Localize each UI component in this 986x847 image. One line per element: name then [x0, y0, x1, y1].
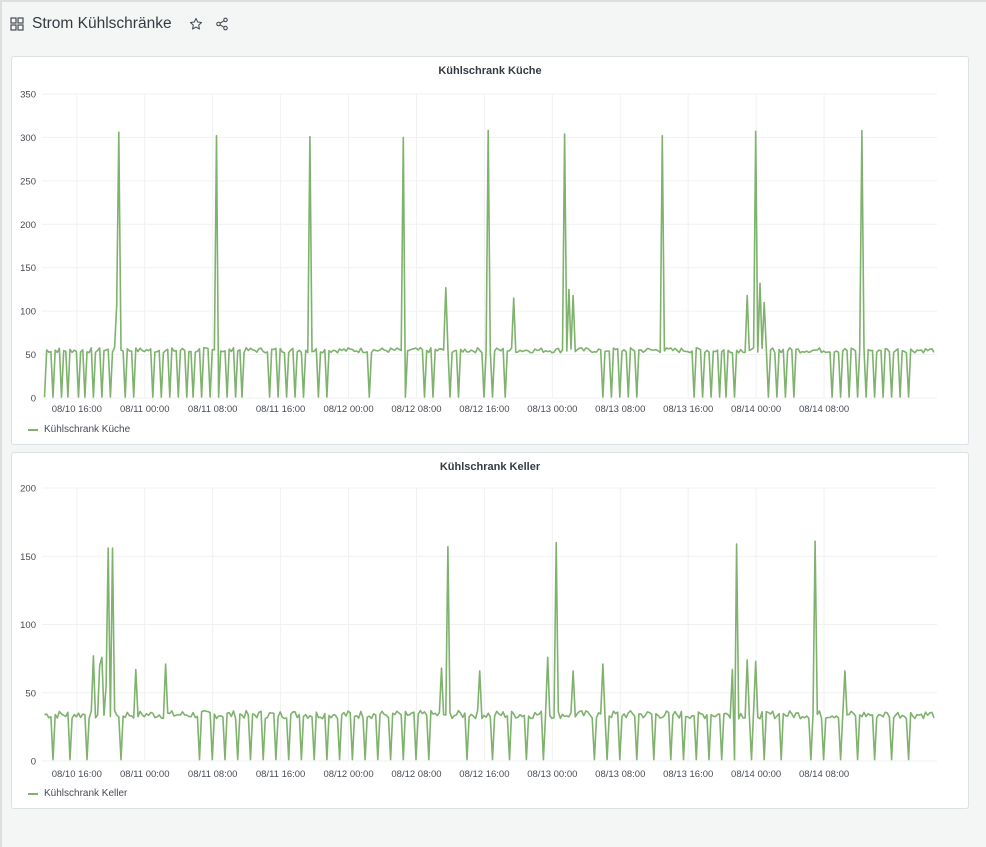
- x-tick-label: 08/14 08:00: [799, 404, 849, 415]
- x-tick-label: 08/12 08:00: [391, 404, 441, 415]
- x-tick-label: 08/13 08:00: [595, 769, 645, 780]
- y-tick-label: 100: [20, 307, 36, 318]
- x-tick-label: 08/12 16:00: [459, 404, 509, 415]
- legend-swatch[interactable]: [28, 792, 38, 795]
- x-tick-label: 08/12 16:00: [459, 769, 509, 780]
- x-tick-label: 08/12 00:00: [323, 769, 373, 780]
- legend: Kühlschrank Keller: [28, 788, 127, 799]
- star-icon[interactable]: [188, 16, 204, 32]
- legend-label[interactable]: Kühlschrank Keller: [44, 788, 128, 799]
- y-tick-label: 200: [20, 220, 36, 231]
- x-tick-label: 08/11 16:00: [256, 404, 305, 415]
- y-tick-label: 100: [20, 620, 36, 631]
- x-tick-label: 08/13 00:00: [527, 404, 577, 415]
- x-tick-label: 08/11 00:00: [120, 404, 169, 415]
- y-tick-label: 300: [20, 133, 36, 144]
- x-tick-label: 08/13 16:00: [663, 404, 713, 415]
- y-tick-label: 0: [31, 757, 36, 768]
- share-icon[interactable]: [214, 16, 230, 32]
- x-tick-label: 08/13 00:00: [527, 769, 577, 780]
- series-line: [43, 129, 935, 398]
- x-tick-label: 08/12 00:00: [323, 404, 373, 415]
- legend-swatch[interactable]: [28, 428, 38, 431]
- dashboard-title[interactable]: Strom Kühlschränke: [32, 15, 172, 32]
- dashboard-grid-icon[interactable]: [10, 17, 24, 31]
- y-tick-label: 50: [25, 688, 36, 699]
- y-tick-label: 200: [20, 484, 36, 495]
- panel-title[interactable]: Kühlschrank Küche: [438, 65, 542, 77]
- legend-label[interactable]: Kühlschrank Küche: [44, 424, 131, 435]
- legend: Kühlschrank Küche: [28, 424, 130, 435]
- x-tick-label: 08/10 16:00: [52, 404, 102, 415]
- panel-kuehlschrank-kueche: Kühlschrank Küche 0 50 100 150 200 250 300 350 0…: [11, 56, 969, 445]
- x-tick-label: 08/12 08:00: [391, 769, 441, 780]
- x-tick-label: 08/13 08:00: [595, 404, 645, 415]
- x-tick-label: 08/14 08:00: [799, 769, 849, 780]
- x-tick-label: 08/11 00:00: [120, 769, 169, 780]
- left-border: [0, 0, 2, 847]
- x-tick-label: 08/13 16:00: [663, 769, 713, 780]
- y-tick-label: 150: [20, 552, 36, 563]
- panel-title[interactable]: Kühlschrank Keller: [439, 461, 541, 473]
- panel-kuehlschrank-keller: Kühlschrank Keller 0 50 100 150 200 08/10 16:…: [11, 452, 969, 809]
- x-tick-label: 08/11 16:00: [256, 769, 305, 780]
- chart-kueche: 0 50 100 150 200 250 300 350 08/10 16:00 08/11 00…: [20, 90, 937, 415]
- y-tick-label: 50: [25, 350, 36, 361]
- series-line: [44, 540, 935, 761]
- x-tick-label: 08/14 00:00: [731, 769, 781, 780]
- dashboard-header: Strom Kühlschränke: [10, 12, 230, 36]
- y-tick-label: 0: [31, 394, 36, 405]
- y-tick-label: 350: [20, 90, 36, 101]
- x-tick-label: 08/11 08:00: [188, 404, 237, 415]
- y-tick-label: 250: [20, 176, 36, 187]
- y-tick-label: 150: [20, 263, 36, 274]
- x-tick-label: 08/10 16:00: [52, 769, 102, 780]
- x-tick-label: 08/11 08:00: [188, 769, 237, 780]
- x-tick-label: 08/14 00:00: [731, 404, 781, 415]
- top-border: [0, 0, 986, 2]
- chart-keller: 0 50 100 150 200 08/10 16:00 08/11 00:00 08/11 …: [20, 484, 937, 780]
